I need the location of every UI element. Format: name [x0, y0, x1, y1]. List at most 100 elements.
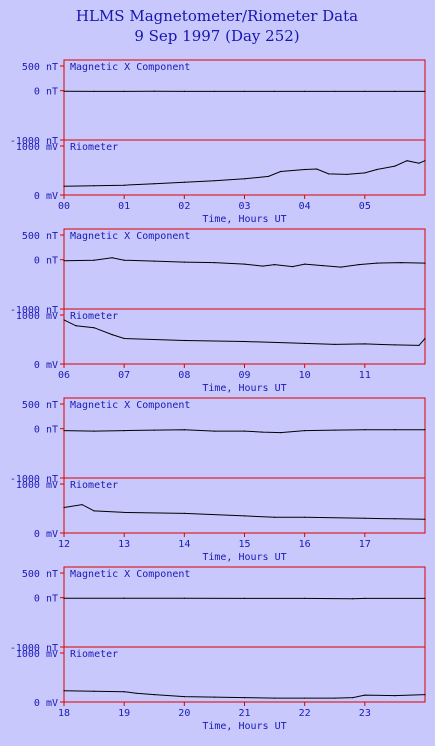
rio-y-tick-label: 1000 mV — [16, 311, 58, 322]
mag-data-point — [400, 262, 402, 264]
mag-y-tick-label: 500 nT — [22, 569, 58, 580]
x-tick-label: 10 — [299, 370, 311, 381]
rio-data-point — [243, 696, 246, 699]
x-tick-label: 16 — [299, 539, 311, 550]
mag-data-point — [304, 597, 306, 600]
rio-data-point — [213, 696, 216, 698]
rio-y-tick-label: 1000 mV — [16, 649, 58, 660]
mag-data-point — [304, 263, 306, 265]
rio-data-point — [123, 511, 125, 514]
rio-data-point — [352, 696, 354, 699]
mag-y-tick-label: 0 nT — [34, 87, 58, 98]
x-tick-label: 02 — [178, 201, 190, 212]
rio-data-point — [267, 175, 270, 177]
chart-panel-3: Magnetic X Component 500 nT 0 nT -1000 nT Ri… — [10, 566, 426, 732]
mag-data-point — [183, 429, 185, 431]
mag-data-point — [183, 597, 185, 599]
x-tick-label: 01 — [118, 201, 130, 212]
mag-y-tick-label: 500 nT — [22, 400, 58, 411]
mag-data-point — [322, 264, 324, 267]
mag-data-point — [123, 90, 125, 93]
mag-data-point — [292, 265, 294, 268]
rio-data-point — [183, 512, 185, 515]
mag-trace — [64, 597, 425, 600]
rio-data-point — [424, 160, 426, 162]
mag-data-point — [424, 262, 426, 264]
rio-data-point — [63, 319, 65, 321]
mag-data-point — [334, 90, 336, 93]
mag-data-point — [111, 257, 113, 259]
rio-data-point — [394, 518, 396, 520]
mag-data-point — [261, 431, 264, 433]
mag-data-point — [123, 597, 125, 599]
mag-y-tick-label: -1000 nT — [10, 474, 58, 485]
x-tick-label: 15 — [238, 539, 250, 550]
figure-title: HLMS Magnetometer/Riometer Data — [76, 7, 358, 25]
rio-data-point — [280, 170, 282, 173]
x-tick-label: 21 — [238, 708, 250, 719]
rio-data-point — [418, 344, 420, 346]
rio-y-tick-label: 1000 mV — [16, 480, 58, 491]
mag-y-tick-label: -1000 nT — [10, 136, 58, 147]
rio-data-point — [153, 694, 155, 696]
rio-data-point — [123, 184, 125, 186]
mag-data-point — [364, 429, 366, 431]
mag-data-point — [243, 263, 246, 265]
rio-data-point — [424, 518, 426, 520]
mag-data-point — [358, 264, 360, 266]
x-tick-label: 11 — [359, 370, 371, 381]
mag-data-point — [63, 260, 65, 262]
rio-y-tick-label: 1000 mV — [16, 142, 58, 153]
x-tick-label: 06 — [58, 370, 70, 381]
mag-y-tick-label: -1000 nT — [10, 305, 58, 316]
x-tick-label: 09 — [238, 370, 250, 381]
rio-data-point — [394, 695, 396, 697]
mag-data-point — [123, 259, 125, 261]
x-tick-label: 17 — [359, 539, 371, 550]
mag-panel-label: Magnetic X Component — [70, 400, 190, 411]
rio-data-point — [364, 343, 366, 345]
mag-data-point — [352, 598, 354, 600]
rio-data-point — [153, 183, 155, 185]
x-tick-label: 07 — [118, 370, 130, 381]
rio-panel-label: Riometer — [70, 649, 118, 660]
x-axis-title: Time, Hours UT — [202, 721, 286, 732]
mag-y-tick-label: 0 nT — [34, 425, 58, 436]
mag-y-tick-label: 500 nT — [22, 231, 58, 242]
chart-panels: Magnetic X Component 500 nT 0 nT -1000 nT Ri… — [10, 59, 426, 732]
mag-data-point — [273, 264, 276, 266]
x-tick-label: 05 — [359, 201, 371, 212]
x-tick-label: 18 — [58, 708, 70, 719]
rio-data-point — [93, 327, 95, 329]
rio-data-point — [424, 694, 426, 696]
rio-data-point — [123, 691, 125, 693]
x-tick-label: 19 — [118, 708, 130, 719]
mag-y-tick-label: -1000 nT — [10, 643, 58, 654]
rio-y-tick-label: 0 mV — [34, 698, 58, 709]
mag-data-point — [334, 429, 336, 431]
rio-data-point — [243, 340, 246, 343]
mag-data-point — [213, 90, 216, 93]
mag-data-point — [364, 597, 366, 600]
rio-data-point — [63, 185, 65, 187]
mag-data-point — [63, 430, 65, 432]
rio-data-point — [243, 178, 246, 180]
x-tick-label: 14 — [178, 539, 190, 550]
x-tick-label: 00 — [58, 201, 70, 212]
mag-data-point — [304, 90, 306, 93]
chart-panel-2: Magnetic X Component 500 nT 0 nT -1000 nT Ri… — [10, 397, 426, 563]
mag-trace — [63, 257, 426, 268]
x-tick-label: 08 — [178, 370, 190, 381]
rio-panel-label: Riometer — [70, 480, 118, 491]
mag-data-point — [63, 597, 65, 599]
rio-data-point — [183, 339, 185, 342]
rio-data-point — [93, 510, 95, 512]
mag-data-point — [261, 265, 264, 267]
rio-data-point — [81, 503, 83, 506]
rio-data-point — [328, 173, 330, 175]
rio-y-tick-label: 0 mV — [34, 360, 58, 371]
mag-y-tick-label: 0 nT — [34, 256, 58, 267]
rio-data-point — [304, 516, 306, 518]
mag-data-point — [394, 90, 396, 93]
